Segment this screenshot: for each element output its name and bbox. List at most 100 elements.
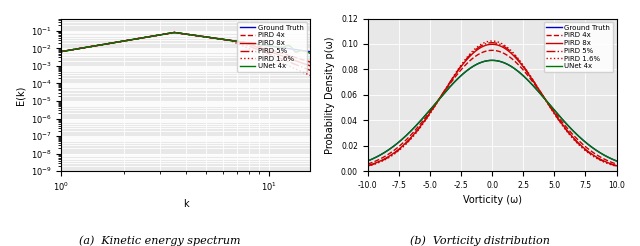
PiRD 5% [612,165,620,168]
Ground Truth [531,85,538,88]
X-axis label: k: k [183,199,189,209]
PiRD 8x [142,36,150,39]
PiRD 8x [222,38,230,41]
PiRD 1.6% [246,47,254,50]
PiRD 1.6% [142,36,150,39]
UNet 4x [364,159,371,162]
PiRD 5% [428,109,435,112]
Ground Truth [170,31,178,34]
Line: PiRD 8x: PiRD 8x [367,44,616,166]
PiRD 4x [222,38,230,41]
PiRD 1.6% [248,48,255,51]
PiRD 4x [170,31,178,34]
PiRD 8x [476,46,484,49]
Ground Truth [408,129,415,132]
PiRD 4x [142,36,150,39]
PiRD 5% [318,73,326,76]
PiRD 1.6% [364,165,371,168]
Line: PiRD 4x: PiRD 4x [61,32,322,66]
PiRD 5% [531,81,538,84]
UNet 4x [476,61,484,64]
PiRD 8x [488,43,496,46]
UNet 4x [270,45,278,48]
PiRD 1.6% [428,110,435,113]
PiRD 1.6% [476,43,484,46]
PiRD 1.6% [58,50,65,53]
PiRD 1.6% [222,38,230,41]
Y-axis label: Probability Density p(ω): Probability Density p(ω) [325,36,335,154]
Text: (b)  Vorticity distribution: (b) Vorticity distribution [410,235,550,246]
UNet 4x [612,159,620,162]
PiRD 4x [531,82,538,85]
Ground Truth [476,61,484,64]
Legend: Ground Truth, PiRD 4x, PiRD 8x, PiRD 5%, PiRD 1.6%, UNet 4x: Ground Truth, PiRD 4x, PiRD 8x, PiRD 5%,… [543,22,613,72]
Text: (a)  Kinetic energy spectrum: (a) Kinetic energy spectrum [79,235,241,246]
PiRD 1.6% [318,79,326,82]
PiRD 5% [248,46,255,48]
PiRD 8x [552,113,559,116]
PiRD 5% [161,33,168,36]
Legend: Ground Truth, PiRD 4x, PiRD 8x, PiRD 5%, PiRD 1.6%, UNet 4x: Ground Truth, PiRD 4x, PiRD 8x, PiRD 5%,… [237,22,307,72]
PiRD 4x [318,64,326,67]
PiRD 1.6% [612,165,620,168]
UNet 4x [408,129,415,132]
PiRD 5% [222,38,230,41]
PiRD 4x [612,163,620,166]
PiRD 8x [248,44,255,46]
Ground Truth [142,36,150,39]
UNet 4x [428,107,435,109]
UNet 4x [272,45,280,48]
PiRD 8x [318,68,326,71]
PiRD 8x [364,164,371,167]
PiRD 5% [58,50,65,53]
Ground Truth [488,59,496,62]
PiRD 4x [552,112,559,115]
Line: PiRD 5%: PiRD 5% [367,43,616,166]
PiRD 4x [476,52,484,55]
PiRD 4x [246,42,254,45]
PiRD 1.6% [511,53,518,56]
Line: UNet 4x: UNet 4x [61,32,322,59]
PiRD 8x [170,31,178,34]
Line: PiRD 1.6%: PiRD 1.6% [61,32,322,80]
Line: PiRD 5%: PiRD 5% [61,32,322,75]
Line: PiRD 1.6%: PiRD 1.6% [367,41,616,166]
PiRD 4x [408,133,415,136]
PiRD 8x [428,109,435,112]
UNet 4x [552,110,559,113]
Line: Ground Truth: Ground Truth [61,32,322,53]
PiRD 4x [58,50,65,53]
UNet 4x [318,58,326,61]
PiRD 4x [89,45,97,48]
Ground Truth [161,33,168,36]
Ground Truth [318,52,326,55]
PiRD 4x [364,163,371,166]
UNet 4x [488,59,496,62]
Ground Truth [248,42,255,45]
PiRD 5% [408,136,415,139]
PiRD 4x [161,33,168,36]
PiRD 5% [488,41,496,44]
UNet 4x [511,67,518,70]
PiRD 1.6% [161,33,168,36]
Ground Truth [246,42,254,45]
PiRD 1.6% [552,114,559,117]
UNet 4x [175,31,182,34]
Ground Truth [511,67,518,70]
UNet 4x [531,85,538,88]
X-axis label: Vorticity (ω): Vorticity (ω) [463,196,522,205]
PiRD 8x [612,164,620,167]
PiRD 8x [408,135,415,138]
PiRD 4x [488,49,496,52]
Ground Truth [364,159,371,162]
PiRD 5% [246,45,254,48]
UNet 4x [170,31,178,34]
PiRD 5% [552,114,559,117]
PiRD 8x [58,50,65,53]
PiRD 5% [364,165,371,168]
Ground Truth [428,107,435,109]
PiRD 5% [170,31,178,34]
PiRD 1.6% [89,45,97,48]
PiRD 8x [246,43,254,46]
PiRD 4x [428,108,435,111]
